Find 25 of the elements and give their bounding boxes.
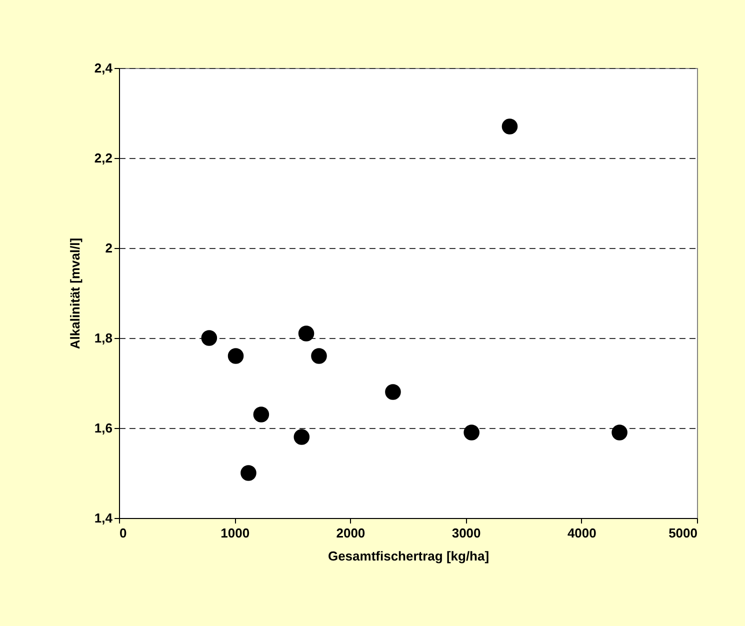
y-tick-label: 1,8 xyxy=(94,330,112,346)
x-tick-label: 5000 xyxy=(668,526,698,540)
point xyxy=(294,429,310,445)
x-tick-label: 3000 xyxy=(452,526,481,540)
y-tick-label: 2,4 xyxy=(94,60,114,76)
x-tick-label: 2000 xyxy=(336,526,366,540)
x-tick-label: 1000 xyxy=(220,526,250,540)
point xyxy=(612,424,628,440)
y-tick-label: 1,6 xyxy=(94,420,112,436)
x-tick-label: 4000 xyxy=(567,526,596,540)
point xyxy=(201,330,218,346)
y-axis-title: Alkalinität [mval/l] xyxy=(67,238,82,350)
y-tick-label: 2,2 xyxy=(94,150,112,166)
y-tick-label: 1,4 xyxy=(94,510,114,526)
point xyxy=(228,348,244,364)
point xyxy=(385,384,401,400)
point xyxy=(298,326,314,342)
point xyxy=(311,348,327,364)
y-tick-label: 2 xyxy=(105,240,112,256)
x-tick-label: 0 xyxy=(120,526,127,540)
point xyxy=(502,118,518,134)
point xyxy=(253,406,270,422)
x-axis-title: Gesamtfischertrag [kg/ha] xyxy=(328,548,490,564)
point xyxy=(464,424,480,440)
point xyxy=(240,465,256,481)
